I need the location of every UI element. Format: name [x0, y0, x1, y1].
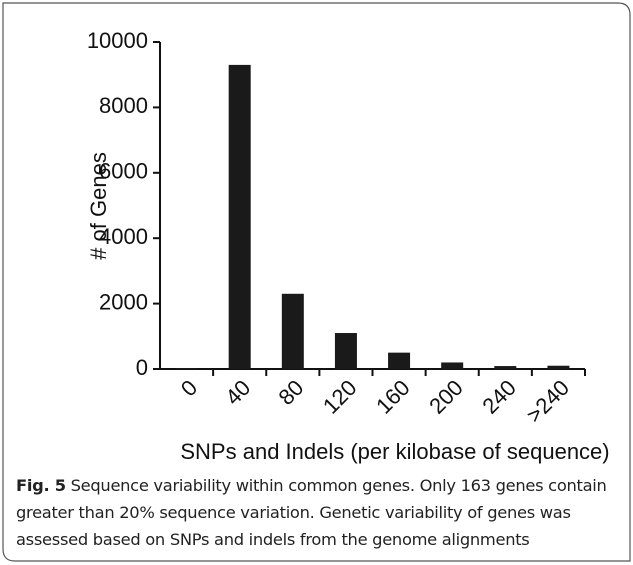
bar [547, 365, 570, 369]
bar [334, 333, 357, 369]
x-tick-label: 120 [318, 375, 362, 419]
y-tick-label: 4000 [99, 224, 148, 249]
bar [175, 368, 198, 369]
x-axis-title: SNPs and Indels (per kilobase of sequenc… [180, 439, 609, 464]
x-tick-label: 80 [273, 375, 308, 410]
bar [494, 366, 517, 369]
y-tick-label: 2000 [99, 289, 148, 314]
x-tick-label: 200 [424, 375, 468, 419]
y-tick-label: 6000 [99, 159, 148, 184]
caption-label: Fig. 5 [16, 476, 66, 495]
caption-text: Sequence variability within common genes… [16, 476, 607, 549]
bar [281, 293, 304, 369]
y-tick-label: 8000 [99, 93, 148, 118]
bar [441, 362, 464, 369]
x-tick-label: >240 [521, 375, 574, 428]
x-tick-label: 0 [176, 375, 202, 401]
x-tick-label: 160 [371, 375, 415, 419]
y-tick-label: 0 [136, 355, 148, 380]
y-axis-title: # of Genes [86, 152, 111, 260]
bar [228, 64, 251, 369]
bar [388, 352, 411, 369]
x-tick-label: 40 [220, 375, 255, 410]
x-tick-label: 240 [477, 375, 521, 419]
caption: Fig. 5 Sequence variability within commo… [16, 472, 621, 553]
y-tick-label: 10000 [87, 28, 148, 53]
